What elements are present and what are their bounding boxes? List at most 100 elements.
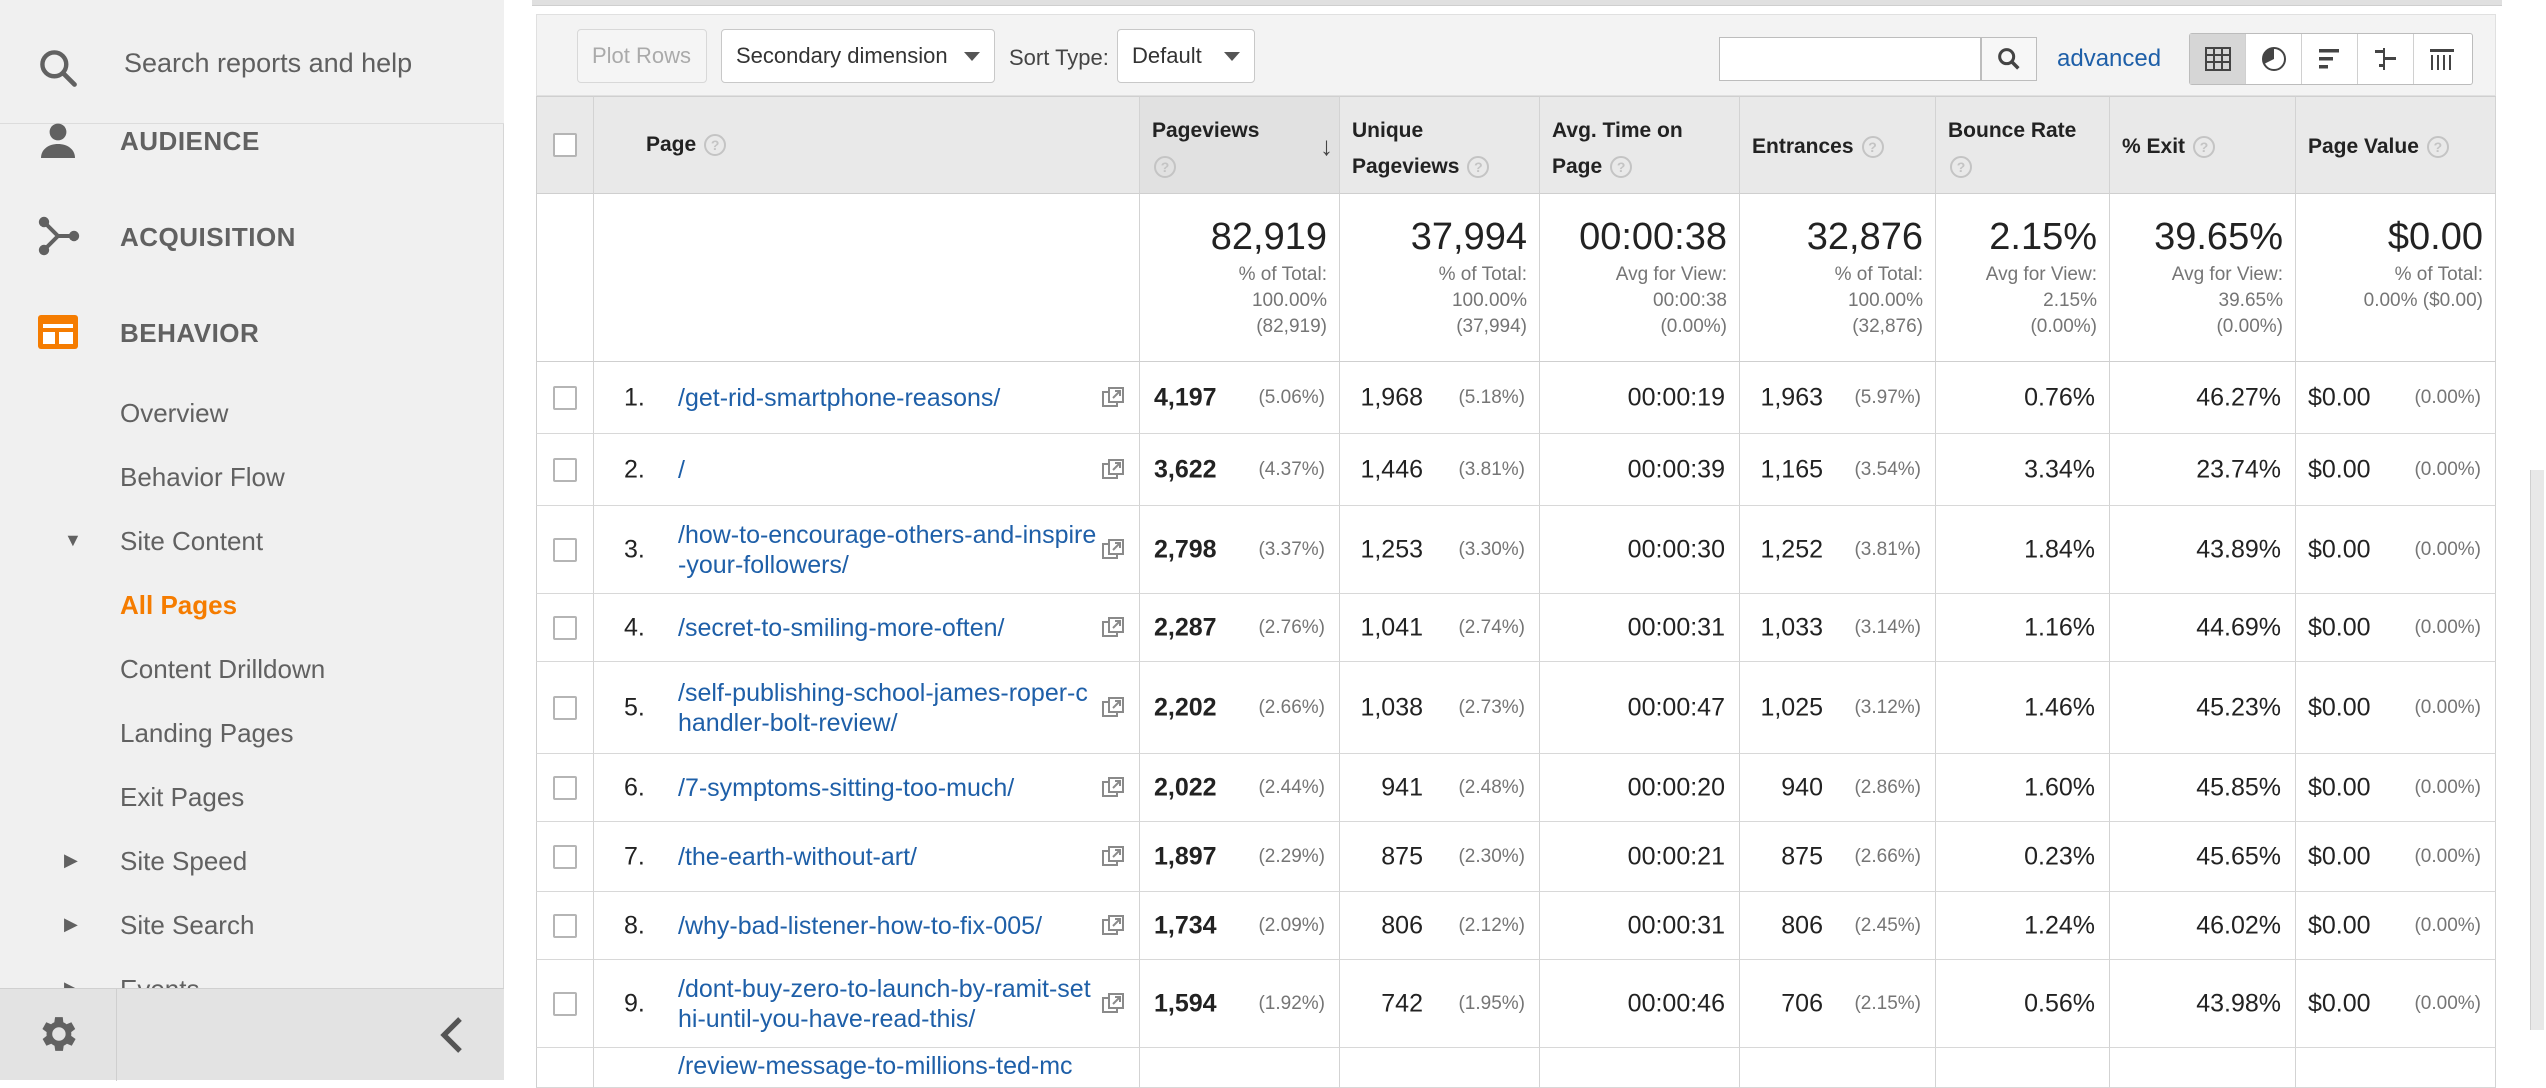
- nav-site-search[interactable]: Site Search: [120, 910, 255, 940]
- page-link[interactable]: /why-bad-listener-how-to-fix-005/: [678, 911, 1043, 940]
- help-icon[interactable]: ?: [1861, 136, 1884, 159]
- row-checkbox[interactable]: [553, 616, 577, 640]
- external-link-icon[interactable]: [1101, 776, 1125, 800]
- page-link[interactable]: /dont-buy-zero-to-launch-by-ramit-sethi-…: [678, 974, 1091, 1033]
- page-link[interactable]: /how-to-encourage-others-and-inspire-you…: [678, 520, 1097, 579]
- totals-percent: 100.00%: [1251, 290, 1327, 311]
- help-icon[interactable]: ?: [2426, 136, 2449, 159]
- page-value-value: $0.00: [2308, 383, 2371, 411]
- row-checkbox[interactable]: [553, 458, 577, 482]
- search-reports[interactable]: Search reports and help: [0, 0, 504, 124]
- row-checkbox[interactable]: [553, 776, 577, 800]
- page-link[interactable]: /the-earth-without-art/: [678, 842, 917, 871]
- plot-rows-button[interactable]: Plot Rows: [577, 29, 707, 83]
- external-link-icon[interactable]: [1101, 458, 1125, 482]
- external-link-icon[interactable]: [1101, 386, 1125, 410]
- pie-view-button[interactable]: [2246, 34, 2302, 84]
- external-link-icon[interactable]: [1101, 992, 1125, 1016]
- table-search-input[interactable]: [1719, 37, 1981, 81]
- page-value-percent: (0.00%): [2414, 992, 2481, 1014]
- cell-entrances: 1,025 (3.12%): [1740, 662, 1936, 754]
- header-pageviews-label: Pageviews: [1152, 119, 1260, 142]
- header-pageviews[interactable]: Pageviews? ↓: [1140, 96, 1340, 194]
- row-checkbox[interactable]: [553, 386, 577, 410]
- page-link[interactable]: /secret-to-smiling-more-often/: [678, 613, 1005, 642]
- cell-avg-time: 00:00:39: [1540, 434, 1740, 506]
- nav-content-drilldown[interactable]: Content Drilldown: [120, 654, 326, 684]
- nav-site-content[interactable]: Site Content: [120, 526, 264, 556]
- page-link[interactable]: /get-rid-smartphone-reasons/: [678, 383, 1001, 412]
- header-exit[interactable]: % Exit?: [2110, 96, 2296, 194]
- bounce-rate-value: 1.16%: [2024, 613, 2095, 641]
- advanced-filter-link[interactable]: advanced: [2057, 45, 2162, 72]
- page-link[interactable]: /7-symptoms-sitting-too-much/: [678, 773, 1015, 802]
- nav-behavior-flow[interactable]: Behavior Flow: [120, 462, 285, 492]
- table-search-button[interactable]: [1981, 37, 2037, 81]
- nav-acquisition[interactable]: ACQUISITION: [0, 206, 504, 270]
- external-link-icon[interactable]: [1101, 845, 1125, 869]
- scrollbar[interactable]: [2530, 470, 2544, 1030]
- nav-all-pages[interactable]: All Pages: [120, 590, 238, 620]
- entrances-value: 806: [1781, 911, 1823, 939]
- external-link-icon[interactable]: [1101, 616, 1125, 640]
- nav-exit-pages[interactable]: Exit Pages: [120, 782, 245, 812]
- help-icon[interactable]: ?: [704, 134, 727, 157]
- expand-open-icon[interactable]: ▼: [64, 530, 82, 550]
- nav-acquisition-label: ACQUISITION: [120, 222, 296, 252]
- row-checkbox[interactable]: [553, 914, 577, 938]
- sort-type-dropdown[interactable]: Default: [1117, 29, 1255, 83]
- header-bounce-rate[interactable]: Bounce Rate?: [1936, 96, 2110, 194]
- page-link[interactable]: /self-publishing-school-james-roper-chan…: [678, 678, 1088, 737]
- table-view-button[interactable]: [2190, 34, 2246, 84]
- row-checkbox[interactable]: [553, 538, 577, 562]
- table-row-partial: [1740, 1048, 1936, 1088]
- nav-audience[interactable]: AUDIENCE: [0, 110, 504, 174]
- row-checkbox[interactable]: [553, 696, 577, 720]
- cell-page-value: $0.00 (0.00%): [2296, 960, 2496, 1048]
- table-row-page: 5. /self-publishing-school-james-roper-c…: [594, 662, 1140, 754]
- pivot-view-button[interactable]: [2414, 34, 2470, 84]
- gear-icon[interactable]: [34, 1011, 80, 1057]
- cell-avg-time: 00:00:31: [1540, 892, 1740, 960]
- help-icon[interactable]: ?: [1950, 156, 1972, 179]
- cell-avg-time: 00:00:19: [1540, 362, 1740, 434]
- cell-exit: 45.65%: [2110, 822, 2296, 892]
- header-page[interactable]: Page?: [594, 96, 1140, 194]
- header-entrances[interactable]: Entrances?: [1740, 96, 1936, 194]
- header-unique-pageviews[interactable]: Unique Pageviews?: [1340, 96, 1540, 194]
- comparison-view-button[interactable]: [2358, 34, 2414, 84]
- help-icon[interactable]: ?: [1467, 156, 1490, 179]
- page-value-percent: (0.00%): [2414, 914, 2481, 936]
- totals-exit-sub: Avg for View: 39.65% (0.00%): [2172, 262, 2283, 340]
- header-page-label: Page: [646, 133, 697, 156]
- collapse-sidebar-icon[interactable]: [438, 1015, 466, 1055]
- row-checkbox[interactable]: [553, 992, 577, 1016]
- secondary-dimension-dropdown[interactable]: Secondary dimension: [721, 29, 995, 83]
- help-icon[interactable]: ?: [1610, 156, 1633, 179]
- external-link-icon[interactable]: [1101, 538, 1125, 562]
- external-link-icon[interactable]: [1101, 914, 1125, 938]
- page-link[interactable]: /: [678, 455, 685, 484]
- header-page-value[interactable]: Page Value?: [2296, 96, 2496, 194]
- select-all-checkbox[interactable]: [553, 133, 577, 157]
- help-icon[interactable]: ?: [1154, 156, 1176, 179]
- cell-exit: 46.27%: [2110, 362, 2296, 434]
- exit-value: 23.74%: [2196, 455, 2281, 483]
- help-icon[interactable]: ?: [2193, 136, 2216, 159]
- nav-landing-pages[interactable]: Landing Pages: [120, 718, 294, 748]
- page-link[interactable]: /review-message-to-millions-ted-mc: [678, 1052, 1073, 1080]
- nav-site-speed[interactable]: Site Speed: [120, 846, 248, 876]
- comparison-icon: [2375, 48, 2396, 70]
- expand-closed-icon[interactable]: ▶: [64, 850, 78, 870]
- row-checkbox[interactable]: [553, 845, 577, 869]
- totals-absolute: (0.00%): [2216, 316, 2283, 337]
- performance-view-button[interactable]: [2302, 34, 2358, 84]
- nav-behavior-label: BEHAVIOR: [120, 318, 260, 348]
- external-link-icon[interactable]: [1101, 696, 1125, 720]
- header-avg-time[interactable]: Avg. Time on Page?: [1540, 96, 1740, 194]
- cell-unique-pageviews: 1,446 (3.81%): [1340, 434, 1540, 506]
- page-value-percent: (0.00%): [2414, 776, 2481, 798]
- nav-behavior[interactable]: BEHAVIOR: [0, 302, 504, 366]
- expand-closed-icon[interactable]: ▶: [64, 914, 78, 934]
- nav-overview[interactable]: Overview: [120, 398, 229, 428]
